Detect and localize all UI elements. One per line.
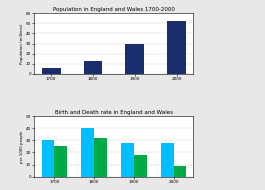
Bar <box>42 140 54 177</box>
Bar <box>81 128 94 177</box>
Title: Population in England and Wales 1700-2000: Population in England and Wales 1700-200… <box>53 7 175 12</box>
Bar <box>42 68 60 74</box>
Bar <box>94 138 107 177</box>
Y-axis label: Population (millions): Population (millions) <box>20 23 24 64</box>
Bar <box>161 143 174 177</box>
Title: Birth and Death rate in England and Wales: Birth and Death rate in England and Wale… <box>55 110 173 115</box>
Bar <box>83 61 103 74</box>
Bar <box>121 143 134 177</box>
Bar <box>134 155 147 177</box>
Bar <box>167 21 186 74</box>
Bar <box>125 44 144 74</box>
Y-axis label: per 1000 people: per 1000 people <box>20 130 24 163</box>
Bar <box>174 166 186 177</box>
Bar <box>54 146 67 177</box>
